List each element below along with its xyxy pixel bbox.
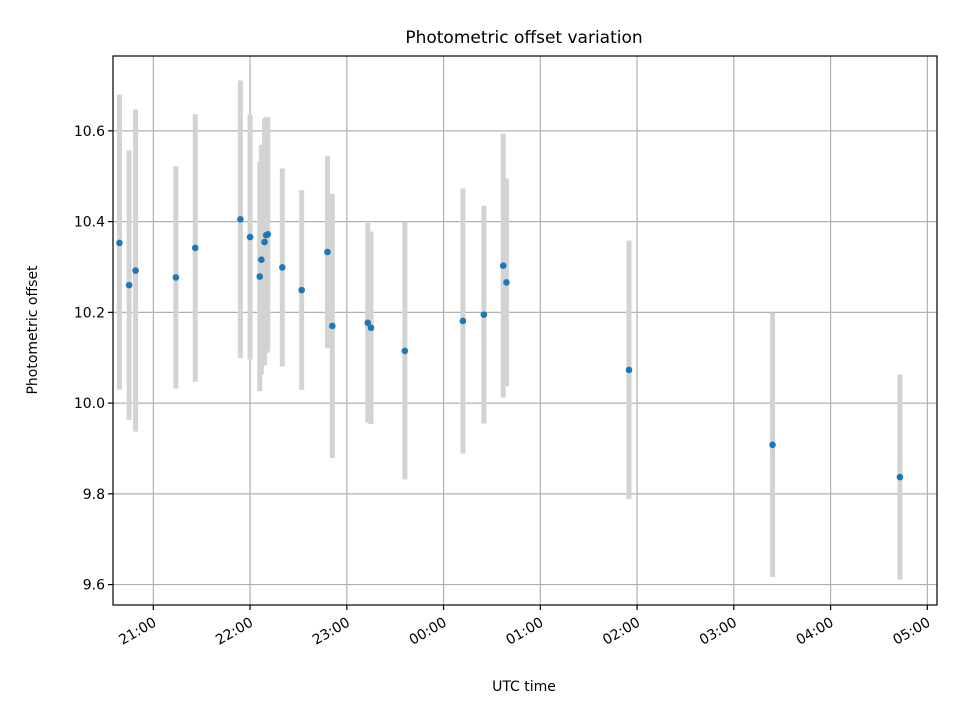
x-tick-label: 00:00 (407, 615, 450, 649)
data-point (499, 262, 507, 269)
data-point (896, 473, 904, 481)
x-tick-label: 03:00 (697, 615, 740, 649)
data-point (480, 311, 488, 318)
data-point (329, 322, 336, 330)
y-tick-label: 10.6 (74, 124, 105, 140)
y-tick-label: 9.6 (83, 578, 105, 594)
data-point (503, 279, 510, 286)
data-point (367, 324, 375, 332)
data-point (769, 441, 776, 449)
data-point (125, 281, 133, 289)
data-point (246, 233, 254, 241)
data-point (258, 256, 265, 264)
data-point (191, 244, 199, 252)
data-point (279, 264, 286, 271)
y-tick-label: 10.4 (74, 215, 105, 231)
x-tick-label: 01:00 (503, 615, 546, 649)
data-point (172, 274, 180, 281)
data-point (324, 248, 331, 256)
x-tick-label: 22:00 (213, 615, 256, 649)
x-tick-label: 21:00 (116, 615, 159, 649)
x-axis-label: UTC time (492, 679, 556, 695)
error-bars (116, 80, 903, 580)
data-point (364, 319, 372, 327)
y-axis-label: Photometric offset (25, 265, 41, 395)
data-points (116, 216, 904, 481)
y-tick-label: 10.0 (74, 396, 105, 412)
data-point (261, 238, 268, 246)
data-point (256, 273, 264, 280)
plot-frame (112, 55, 938, 606)
data-point (116, 239, 123, 247)
y-tick-label: 10.2 (74, 305, 105, 321)
y-tick-label: 9.8 (83, 487, 105, 503)
x-tick-label: 05:00 (890, 615, 933, 649)
data-point (298, 286, 305, 294)
x-tick-label: 02:00 (600, 615, 643, 649)
x-tick-label: 04:00 (794, 615, 837, 649)
grid (113, 56, 937, 605)
data-point (237, 216, 244, 223)
data-point (401, 347, 409, 355)
data-point (264, 231, 272, 238)
data-point (625, 366, 633, 374)
chart-title: Photometric offset variation (405, 28, 642, 48)
x-tick-label: 23:00 (310, 615, 353, 649)
data-point (132, 267, 139, 274)
data-point (459, 317, 467, 325)
